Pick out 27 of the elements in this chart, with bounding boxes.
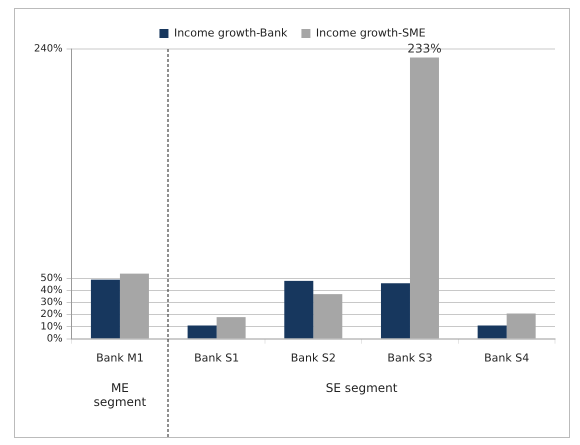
- bar: [188, 326, 217, 338]
- bar: [216, 317, 246, 338]
- legend-label: Income growth-SME: [316, 26, 426, 40]
- y-tick-label: 20%: [40, 309, 63, 320]
- bar: [478, 326, 507, 338]
- data-label: 233%: [407, 42, 442, 56]
- x-tick-label: Bank S1: [194, 351, 240, 364]
- legend-label: Income growth-Bank: [174, 26, 288, 40]
- bar: [120, 274, 149, 338]
- bar: [313, 294, 342, 338]
- x-tick-label: Bank S3: [387, 351, 433, 364]
- x-tick-label: Bank M1: [96, 351, 144, 364]
- y-tick-label: 30%: [40, 297, 63, 308]
- text: ME segment: [92, 381, 148, 409]
- bar: [284, 280, 314, 338]
- x-tick-label: Bank S2: [290, 351, 336, 364]
- y-tick-label: 10%: [40, 321, 63, 332]
- bar: [380, 283, 410, 338]
- x-tick-label: Bank S4: [484, 351, 530, 364]
- y-tick-label: 0%: [46, 333, 63, 344]
- text: SE segment: [324, 381, 398, 395]
- y-tick-label: 40%: [40, 285, 63, 296]
- bar: [410, 57, 439, 338]
- y-tick-label: 240%: [34, 44, 63, 55]
- bar: [506, 313, 536, 338]
- bar: [90, 280, 120, 338]
- y-tick-label: 50%: [40, 273, 63, 284]
